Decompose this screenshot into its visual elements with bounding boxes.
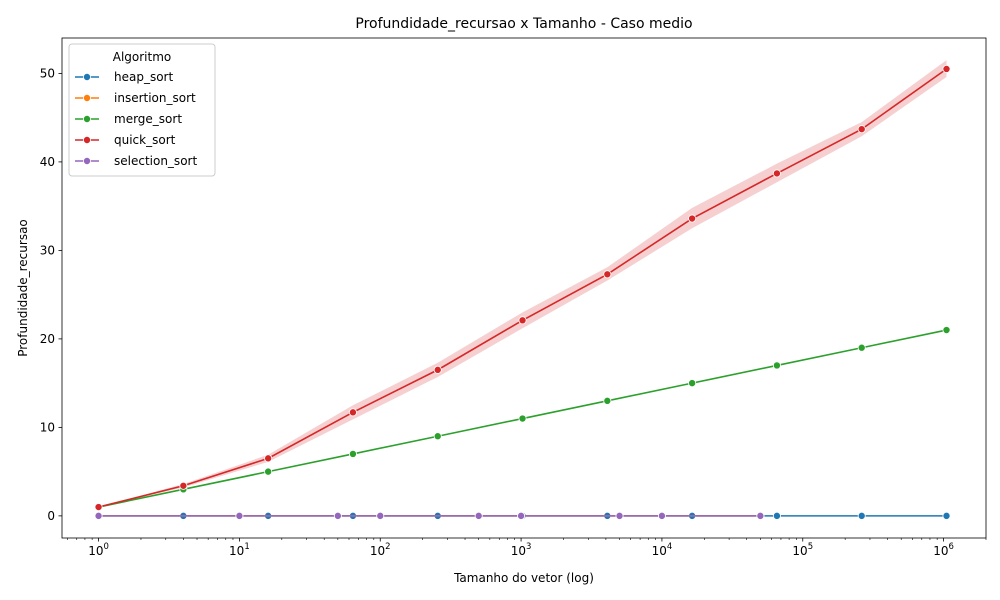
y-tick-label: 20 — [40, 332, 55, 346]
series-line-quick_sort — [98, 68, 947, 508]
data-point-quick_sort — [348, 408, 357, 417]
legend-label-quick_sort: quick_sort — [114, 133, 176, 147]
legend-marker-merge_sort — [83, 115, 92, 124]
data-point-merge_sort — [518, 414, 527, 423]
data-point-selection_sort — [235, 511, 244, 520]
y-axis-label: Profundidade_recursao — [16, 219, 30, 357]
legend-label-insertion_sort: insertion_sort — [114, 91, 196, 105]
y-axis: 0 10 20 30 40 50 — [40, 66, 62, 523]
x-tick-label: 103 — [511, 542, 532, 558]
x-axis: 100 101 102 103 104 105 106 — [67, 538, 987, 558]
plot-area — [94, 60, 951, 520]
y-tick-label: 0 — [47, 509, 55, 523]
legend-marker-selection_sort — [83, 156, 92, 165]
y-tick-label: 40 — [40, 155, 55, 169]
data-point-merge_sort — [603, 396, 612, 405]
data-point-merge_sort — [348, 449, 357, 458]
data-point-quick_sort — [603, 270, 612, 279]
x-tick-label: 100 — [88, 542, 109, 558]
data-point-heap_sort — [942, 511, 951, 520]
data-point-quick_sort — [179, 481, 188, 490]
data-point-merge_sort — [433, 432, 442, 441]
data-point-quick_sort — [857, 125, 866, 134]
data-point-merge_sort — [942, 326, 951, 335]
legend: Algoritmo heap_sort insertion_sort merge_so… — [68, 43, 216, 177]
data-point-merge_sort — [688, 379, 697, 388]
data-point-quick_sort — [433, 365, 442, 374]
legend-label-heap_sort: heap_sort — [114, 70, 173, 84]
data-point-selection_sort — [756, 511, 765, 520]
y-tick-label: 30 — [40, 243, 55, 257]
x-tick-label: 101 — [229, 542, 250, 558]
x-tick-label: 104 — [652, 542, 673, 558]
data-point-selection_sort — [333, 511, 342, 520]
data-point-selection_sort — [94, 511, 103, 520]
data-point-selection_sort — [517, 511, 526, 520]
data-point-quick_sort — [772, 169, 781, 178]
data-point-selection_sort — [615, 511, 624, 520]
data-point-heap_sort — [772, 511, 781, 520]
legend-marker-heap_sort — [83, 73, 92, 82]
data-point-merge_sort — [772, 361, 781, 370]
data-point-selection_sort — [376, 511, 385, 520]
legend-label-selection_sort: selection_sort — [114, 154, 197, 168]
data-point-selection_sort — [657, 511, 666, 520]
chart-title: Profundidade_recursao x Tamanho - Caso m… — [355, 16, 692, 32]
y-tick-label: 10 — [40, 420, 55, 434]
confidence-band-quick_sort — [98, 60, 947, 508]
x-axis-label: Tamanho do vetor (log) — [453, 571, 594, 585]
legend-label-merge_sort: merge_sort — [114, 112, 182, 126]
data-point-quick_sort — [688, 214, 697, 223]
legend-box — [68, 43, 216, 177]
x-tick-label: 105 — [792, 542, 813, 558]
data-point-quick_sort — [518, 316, 527, 325]
x-tick-label: 102 — [370, 542, 391, 558]
legend-title: Algoritmo — [113, 50, 172, 64]
plot-frame — [61, 37, 987, 539]
data-point-selection_sort — [474, 511, 483, 520]
y-tick-label: 50 — [40, 66, 55, 80]
data-point-heap_sort — [857, 511, 866, 520]
data-point-merge_sort — [857, 343, 866, 352]
legend-marker-quick_sort — [83, 135, 92, 144]
legend-marker-insertion_sort — [83, 94, 92, 103]
data-point-merge_sort — [264, 467, 273, 476]
data-point-quick_sort — [264, 454, 273, 463]
data-point-quick_sort — [942, 64, 951, 73]
data-point-quick_sort — [94, 503, 103, 512]
x-tick-label: 106 — [933, 542, 954, 558]
